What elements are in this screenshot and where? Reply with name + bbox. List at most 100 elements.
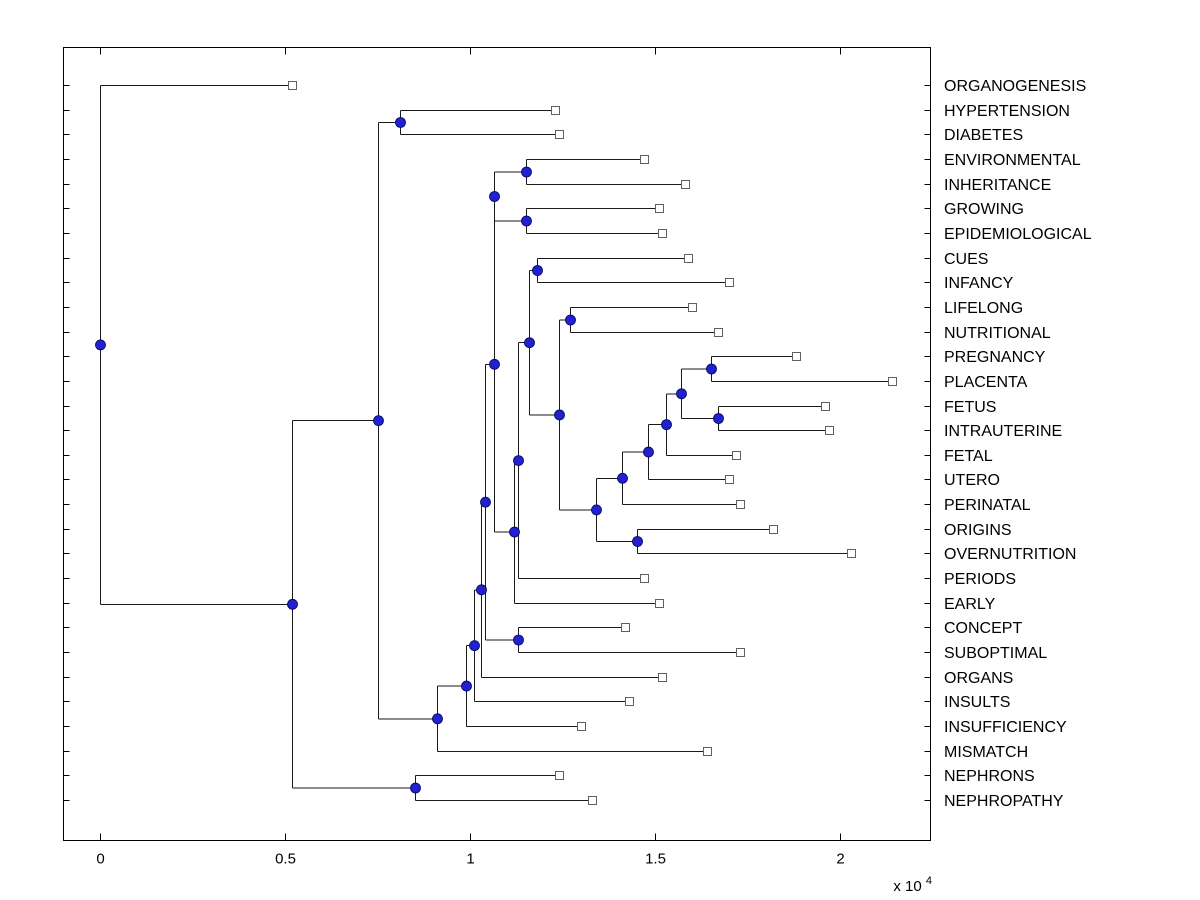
- leaf-label: NEPHRONS: [944, 768, 1035, 785]
- leaf-marker: [681, 180, 690, 189]
- leaf-labels: ORGANOGENESIS HYPERTENSION DIABETES ENVIRON…: [944, 78, 1092, 810]
- leaf-marker: [725, 278, 734, 287]
- leaf-marker: [769, 525, 778, 534]
- internal-node-marker: [521, 215, 532, 227]
- internal-node-marker: [713, 413, 724, 424]
- leaf-label: GROWING: [944, 201, 1024, 218]
- leaf-marker: [588, 796, 597, 805]
- internal-node-marker: [373, 415, 384, 427]
- leaf-label: ORGANOGENESIS: [944, 78, 1086, 95]
- leaf-label: INTRAUTERINE: [944, 423, 1062, 440]
- internal-node-marker: [513, 634, 524, 646]
- axis-exponent-label: x 10 4: [893, 875, 932, 895]
- leaf-marker: [825, 426, 834, 435]
- leaf-marker: [847, 549, 856, 558]
- leaf-marker: [288, 81, 297, 90]
- leaf-marker: [725, 475, 734, 484]
- internal-node-marker: [676, 388, 687, 400]
- leaf-marker: [703, 747, 712, 756]
- leaf-label: INHERITANCE: [944, 177, 1051, 194]
- leaf-label: ORIGINS: [944, 522, 1012, 539]
- internal-node-marker: [410, 782, 421, 794]
- leaf-marker: [658, 673, 667, 682]
- leaf-label: OVERNUTRITION: [944, 546, 1076, 563]
- leaf-marker: [714, 328, 723, 337]
- axes: 0 0.5 1 1.5 2 x 10 4: [63, 47, 932, 895]
- leaf-label: PLACENTA: [944, 374, 1028, 391]
- leaf-label: NEPHROPATHY: [944, 793, 1064, 810]
- leaf-label: PERINATAL: [944, 497, 1031, 514]
- x-tick-label: 0: [96, 851, 104, 868]
- leaf-marker: [658, 229, 667, 238]
- internal-node-marker: [617, 472, 628, 484]
- leaf-label: CUES: [944, 251, 988, 268]
- leaf-marker: [888, 377, 897, 386]
- leaf-label: ORGANS: [944, 670, 1013, 687]
- leaf-label: EPIDEMIOLOGICAL: [944, 226, 1092, 243]
- x-tick-label: 1: [466, 851, 474, 868]
- leaf-label: LIFELONG: [944, 300, 1023, 317]
- internal-node-marker: [513, 455, 524, 467]
- internal-node-marker: [565, 314, 576, 326]
- leaf-label: INSULTS: [944, 694, 1010, 711]
- leaf-marker: [655, 204, 664, 213]
- leaf-marker: [821, 402, 830, 411]
- leaf-label: INSUFFICIENCY: [944, 719, 1067, 736]
- leaf-marker: [688, 303, 697, 312]
- leaf-label: HYPERTENSION: [944, 103, 1070, 120]
- internal-node-marker: [95, 339, 106, 351]
- internal-node-marker: [554, 409, 565, 421]
- tree-markers: [95, 81, 897, 805]
- internal-node-marker: [509, 526, 520, 538]
- leaf-marker: [736, 500, 745, 509]
- leaf-marker: [625, 697, 634, 706]
- internal-node-marker: [521, 166, 532, 178]
- leaf-marker: [551, 106, 560, 115]
- leaf-label: ENVIRONMENTAL: [944, 152, 1081, 169]
- internal-node-marker: [632, 536, 643, 547]
- internal-node-marker: [480, 496, 491, 508]
- leaf-marker: [655, 599, 664, 608]
- leaf-label: NUTRITIONAL: [944, 325, 1051, 342]
- internal-node-marker: [591, 504, 602, 516]
- internal-node-marker: [489, 358, 500, 370]
- leaf-marker: [555, 130, 564, 139]
- internal-node-marker: [661, 419, 672, 431]
- leaf-marker: [621, 623, 630, 632]
- leaf-marker: [577, 722, 586, 731]
- x-tick-label: 2: [836, 851, 844, 868]
- internal-node-marker: [706, 363, 717, 375]
- internal-node-marker: [532, 265, 543, 276]
- leaf-label: UTERO: [944, 472, 1000, 489]
- leaf-marker: [684, 254, 693, 263]
- leaf-marker: [640, 574, 649, 583]
- leaf-label: FETUS: [944, 399, 996, 416]
- internal-node-marker: [469, 640, 480, 652]
- plot-box: [63, 47, 931, 841]
- internal-node-marker: [476, 584, 487, 596]
- leaf-label: PERIODS: [944, 571, 1016, 588]
- leaf-label: PREGNANCY: [944, 349, 1046, 366]
- leaf-marker: [732, 451, 741, 460]
- leaf-marker: [640, 155, 649, 164]
- internal-node-marker: [287, 598, 298, 610]
- leaf-label: INFANCY: [944, 275, 1014, 292]
- internal-node-marker: [489, 191, 500, 202]
- leaf-label: DIABETES: [944, 127, 1023, 144]
- internal-node-marker: [643, 446, 654, 458]
- leaf-label: FETAL: [944, 448, 993, 465]
- leaf-label: MISMATCH: [944, 744, 1028, 761]
- x-tick-label: 0.5: [275, 851, 296, 868]
- x-tick-label: 1.5: [645, 851, 666, 868]
- leaf-label: CONCEPT: [944, 620, 1022, 637]
- leaf-marker: [736, 648, 745, 657]
- leaf-label: EARLY: [944, 596, 996, 613]
- internal-node-marker: [395, 117, 406, 128]
- leaf-marker: [555, 771, 564, 780]
- internal-node-marker: [432, 713, 443, 725]
- internal-node-marker: [524, 337, 535, 349]
- leaf-marker: [792, 352, 801, 361]
- internal-node-marker: [461, 680, 472, 692]
